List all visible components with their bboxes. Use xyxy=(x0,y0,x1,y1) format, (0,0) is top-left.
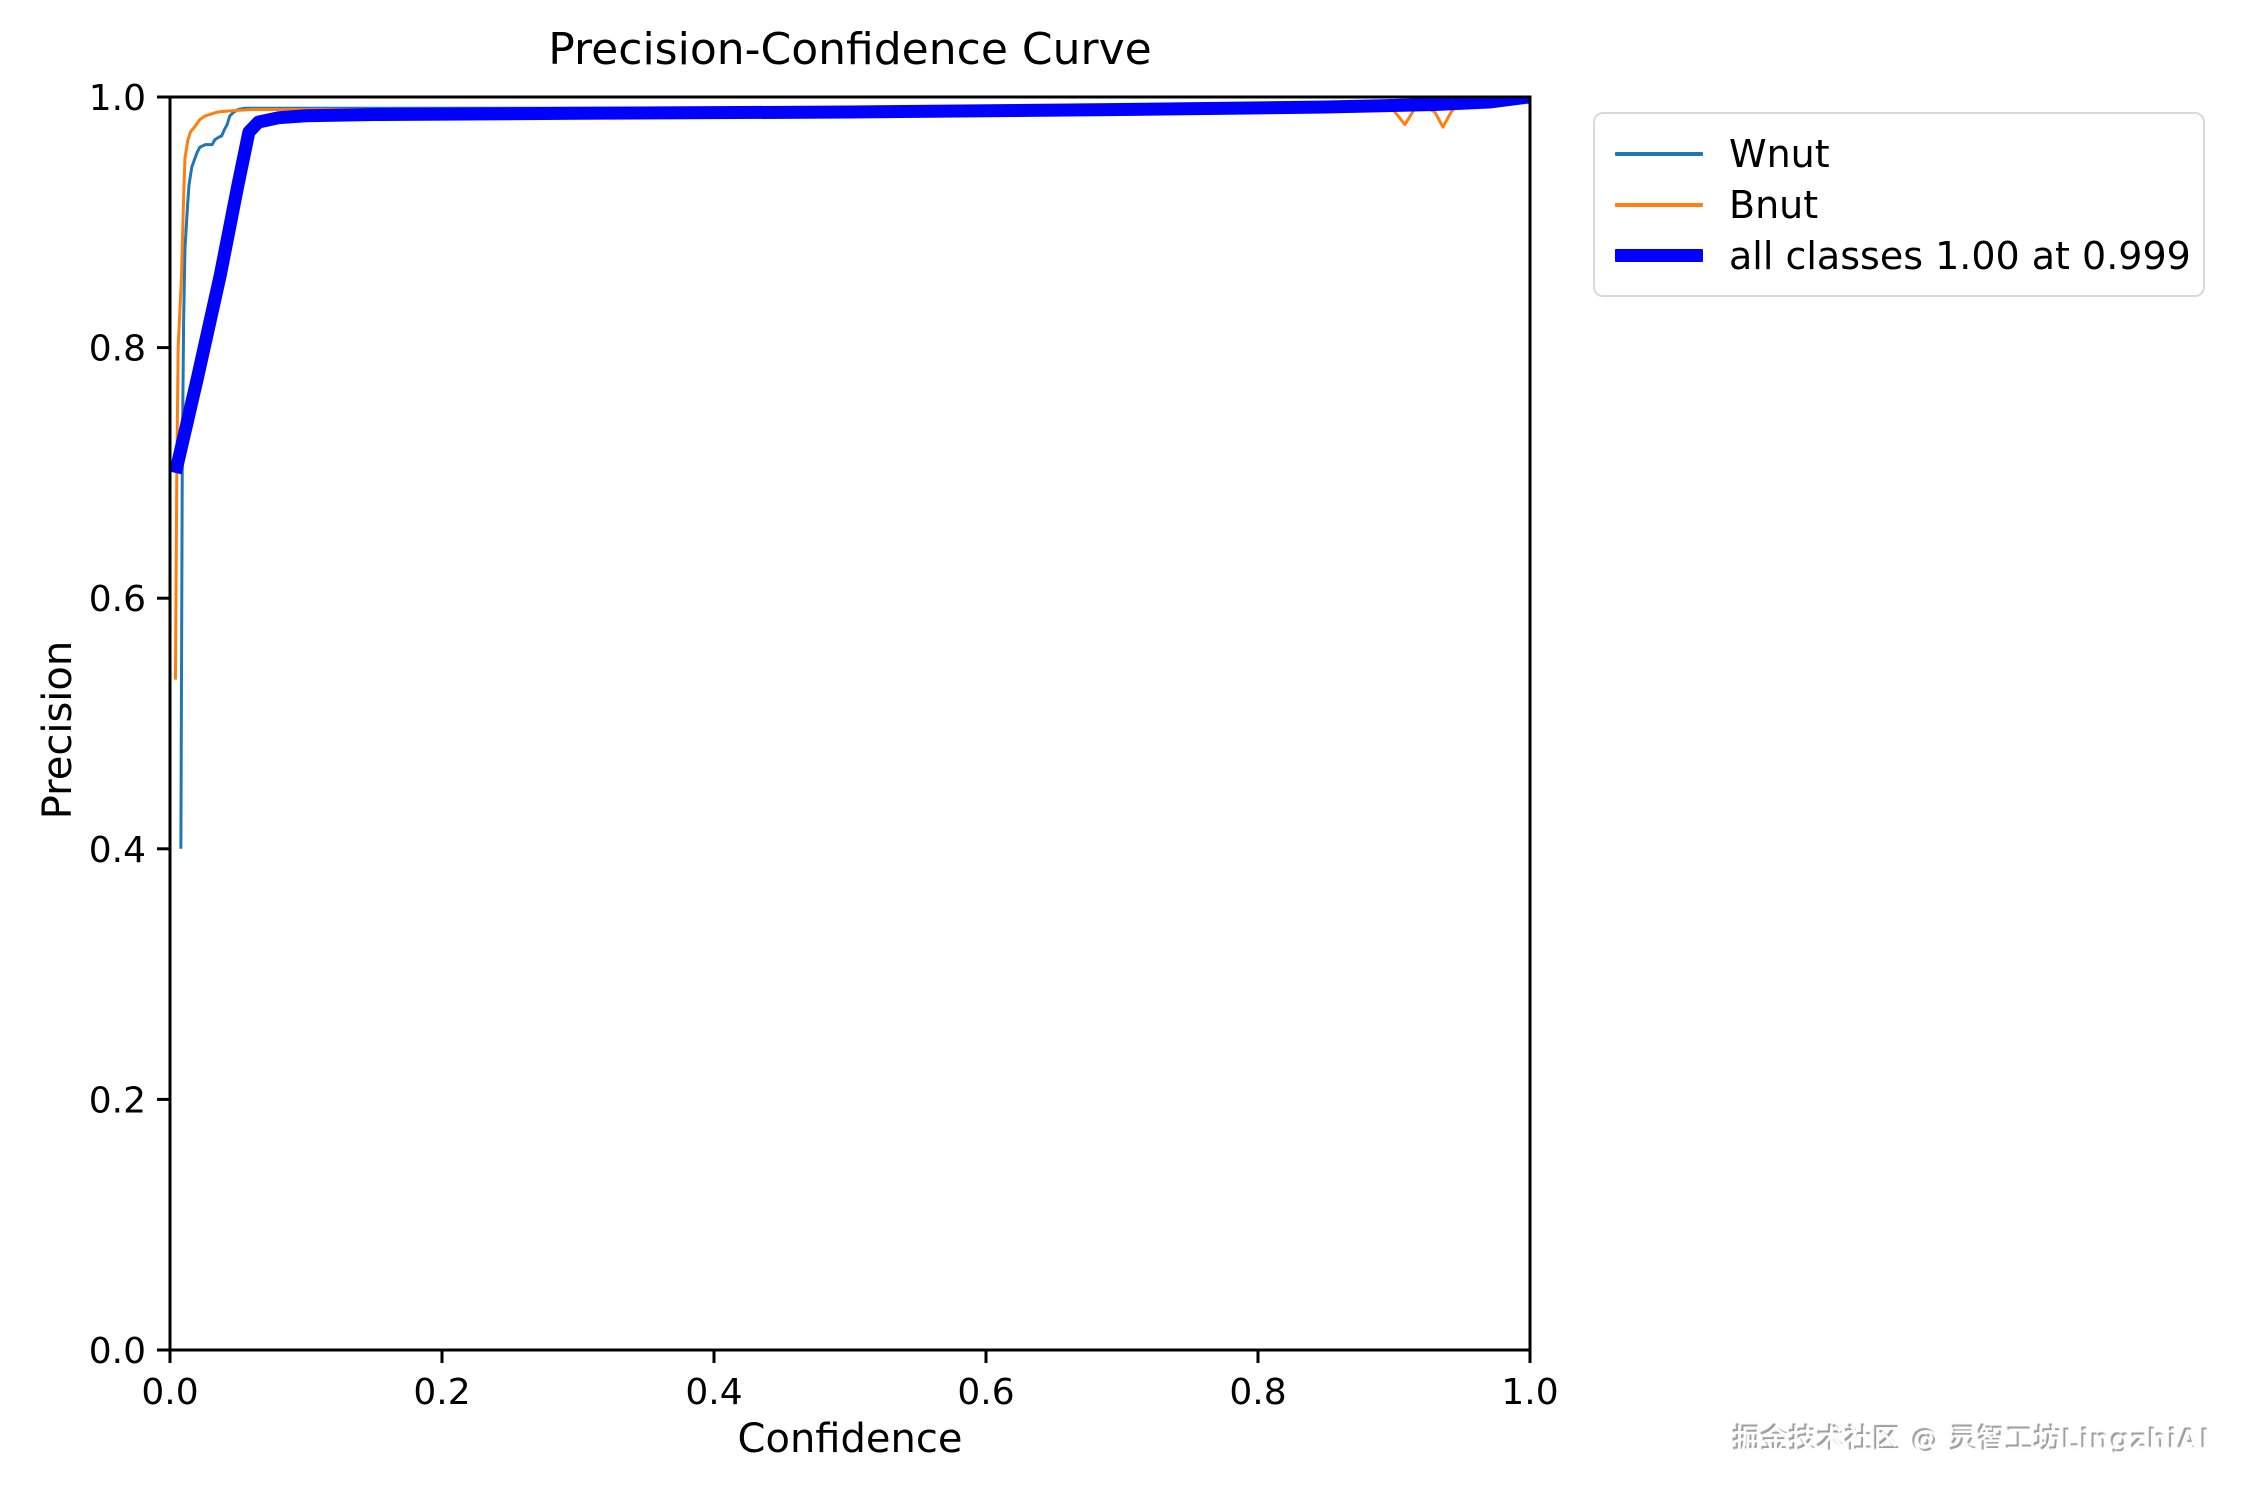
y-tick-label: 1.0 xyxy=(89,78,146,119)
axes-box xyxy=(168,95,1532,1352)
wnut-line-sample xyxy=(1615,151,1703,156)
x-tick-label: 1.0 xyxy=(1501,1372,1558,1413)
x-tick-label: 0.4 xyxy=(685,1372,742,1413)
legend-item-wnut: Wnut xyxy=(1615,128,2183,179)
legend-item-bnut: Bnut xyxy=(1615,179,2183,230)
series-line-all xyxy=(170,97,1530,475)
legend-label: all classes 1.00 at 0.999 xyxy=(1729,233,2191,278)
legend: Wnut Bnut all classes 1.00 at 0.999 xyxy=(1593,112,2205,297)
y-tick-label: 0.8 xyxy=(89,329,146,370)
x-tick-label: 0.0 xyxy=(141,1372,198,1413)
series-line-wnut xyxy=(179,97,1530,849)
y-tick-label: 0.2 xyxy=(89,1080,146,1121)
y-axis-label: Precision xyxy=(35,640,81,820)
y-tick-label: 0.4 xyxy=(89,830,146,871)
x-axis-label: Confidence xyxy=(737,1416,963,1462)
legend-item-all-classes: all classes 1.00 at 0.999 xyxy=(1615,230,2191,281)
y-tick-label: 0.0 xyxy=(89,1331,146,1372)
chart-title: Precision-Confidence Curve xyxy=(548,24,1152,75)
bnut-line-sample xyxy=(1615,202,1703,207)
x-tick-label: 0.6 xyxy=(957,1372,1014,1413)
y-tick-label: 0.6 xyxy=(89,579,146,620)
series-line-bnut xyxy=(173,97,1530,680)
legend-label: Wnut xyxy=(1729,131,1830,176)
watermark: 掘金技术社区 @ 灵智工坊LingzhiAI xyxy=(1734,1425,2212,1456)
legend-label: Bnut xyxy=(1729,182,1819,227)
x-tick-label: 0.8 xyxy=(1229,1372,1286,1413)
all-classes-line-sample xyxy=(1615,249,1703,262)
x-tick-label: 0.2 xyxy=(413,1372,470,1413)
